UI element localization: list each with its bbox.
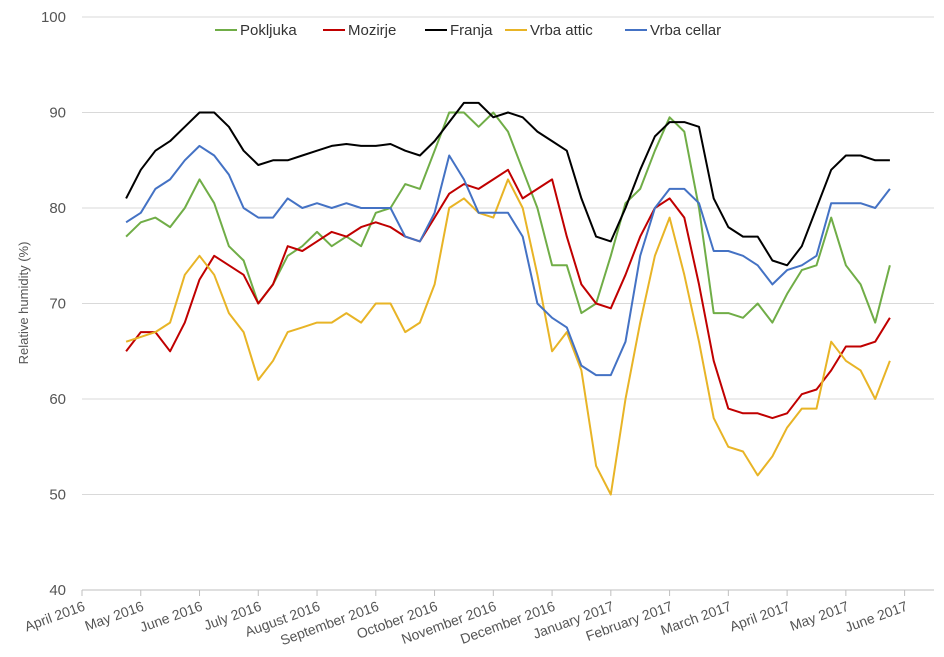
line-series: [125, 144, 891, 377]
legend-label: Vrba attic: [530, 22, 593, 39]
y-tick-label: 100: [41, 9, 66, 26]
x-tick-label: June 2016: [138, 598, 205, 635]
y-tick-label: 90: [49, 105, 66, 122]
y-tick-label: 80: [49, 200, 66, 217]
y-axis-title: Relative humidity (%): [16, 242, 31, 365]
legend-label: Franja: [450, 22, 493, 39]
legend-label: Pokljuka: [240, 22, 297, 39]
y-tick-label: 40: [49, 582, 66, 599]
line-series: [125, 168, 891, 420]
line-series: [125, 178, 891, 496]
line-series: [125, 101, 890, 267]
x-tick-label: April 2016: [22, 598, 87, 635]
line-series: [125, 111, 891, 324]
y-tick-label: 70: [49, 296, 66, 313]
y-tick-label: 60: [49, 391, 66, 408]
y-tick-label: 50: [49, 487, 66, 504]
x-tick-label: April 2017: [727, 598, 792, 635]
x-tick-label: May 2017: [788, 598, 851, 634]
x-tick-label: June 2017: [843, 598, 910, 635]
x-tick-label: May 2016: [83, 598, 146, 634]
legend-label: Vrba cellar: [650, 22, 721, 39]
legend-label: Mozirje: [348, 22, 396, 39]
